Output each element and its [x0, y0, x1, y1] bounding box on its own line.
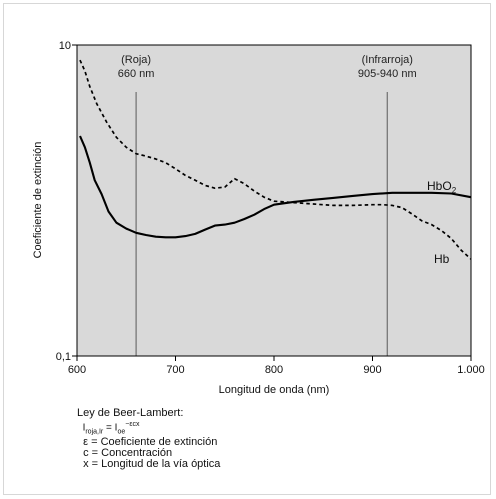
reference-label-bottom: 660 nm	[118, 68, 155, 80]
notes-epsilon: ε = Coeficiente de extinción	[83, 436, 218, 449]
x-tick-label: 700	[166, 364, 184, 376]
notes-concentration: c = Concentración	[83, 447, 173, 460]
x-tick-label: 800	[265, 364, 283, 376]
beer-lambert-formula: Iroja,Ir = Ioe−εcx	[82, 421, 140, 436]
x-tick-label: 1.000	[457, 364, 485, 376]
x-tick-label: 900	[363, 364, 381, 376]
reference-label-top: (Infrarroja)	[362, 54, 413, 66]
series-label-hb: Hb	[434, 252, 450, 266]
series-label-hbo: HbO2	[427, 179, 457, 195]
y-axis-title: Coeficiente de extinción	[32, 142, 44, 259]
notes-title: Ley de Beer-Lambert:	[77, 407, 184, 419]
reference-label-bottom: 905-940 nm	[358, 68, 417, 80]
notes-path-length: x = Longitud de la vía óptica	[83, 458, 221, 471]
reference-label-top: (Roja)	[121, 54, 151, 66]
x-tick-label: 600	[68, 364, 86, 376]
series-line-hbo	[79, 135, 472, 239]
y-tick-label: 10	[59, 40, 71, 52]
series-line-hb	[79, 59, 472, 260]
beer-lambert-notes: Ley de Beer-Lambert: Iroja,Ir = Ioe−εcx …	[77, 408, 220, 470]
x-axis-title: Longitud de onda (nm)	[219, 384, 330, 396]
plot-area	[76, 44, 472, 357]
y-tick-label: 0,1	[56, 351, 71, 363]
